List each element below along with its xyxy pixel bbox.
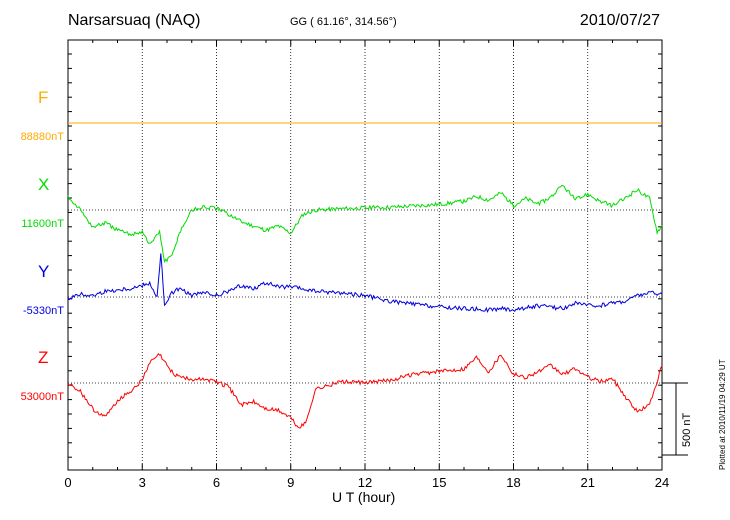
x-tick-label: 12	[358, 475, 372, 490]
axis-ticks: 0 3 6 9 12 15 18 21 24	[64, 40, 669, 490]
station-title: Narsarsuaq (NAQ)	[68, 12, 201, 29]
x-tick-label: 24	[655, 475, 669, 490]
x-tick-label: 9	[287, 475, 294, 490]
scale-bar	[662, 382, 688, 456]
geographic-coords: GG ( 61.16°, 314.56°)	[290, 16, 397, 28]
x-tick-label: 6	[213, 475, 220, 490]
data-traces	[67, 122, 663, 429]
series-baseline-z: 53000nT	[20, 391, 64, 403]
x-tick-label: 3	[139, 475, 146, 490]
x-axis-label: U T (hour)	[332, 489, 396, 505]
plot-frame	[67, 39, 663, 471]
series-baseline-x: 11600nT	[21, 218, 64, 230]
series-name-x: X	[38, 175, 50, 194]
series-name-z: Z	[38, 348, 49, 367]
trace-z	[67, 352, 663, 429]
series-baseline-y: -5330nT	[23, 305, 64, 317]
x-tick-label: 0	[64, 475, 71, 490]
series-name-f: F	[38, 88, 49, 107]
trace-x	[67, 184, 663, 264]
series-name-y: Y	[38, 262, 50, 281]
date-label: 2010/07/27	[579, 12, 660, 29]
trace-y	[67, 253, 663, 314]
plotted-timestamp: Plotted at 2010/11/19 04:29 UT	[718, 359, 727, 470]
grid-lines	[68, 40, 662, 470]
scale-bar-label: 500 nT	[681, 412, 693, 447]
series-baseline-f: 88880nT	[20, 131, 64, 143]
x-tick-label: 21	[581, 475, 595, 490]
x-tick-label: 18	[506, 475, 520, 490]
x-tick-label: 15	[432, 475, 446, 490]
